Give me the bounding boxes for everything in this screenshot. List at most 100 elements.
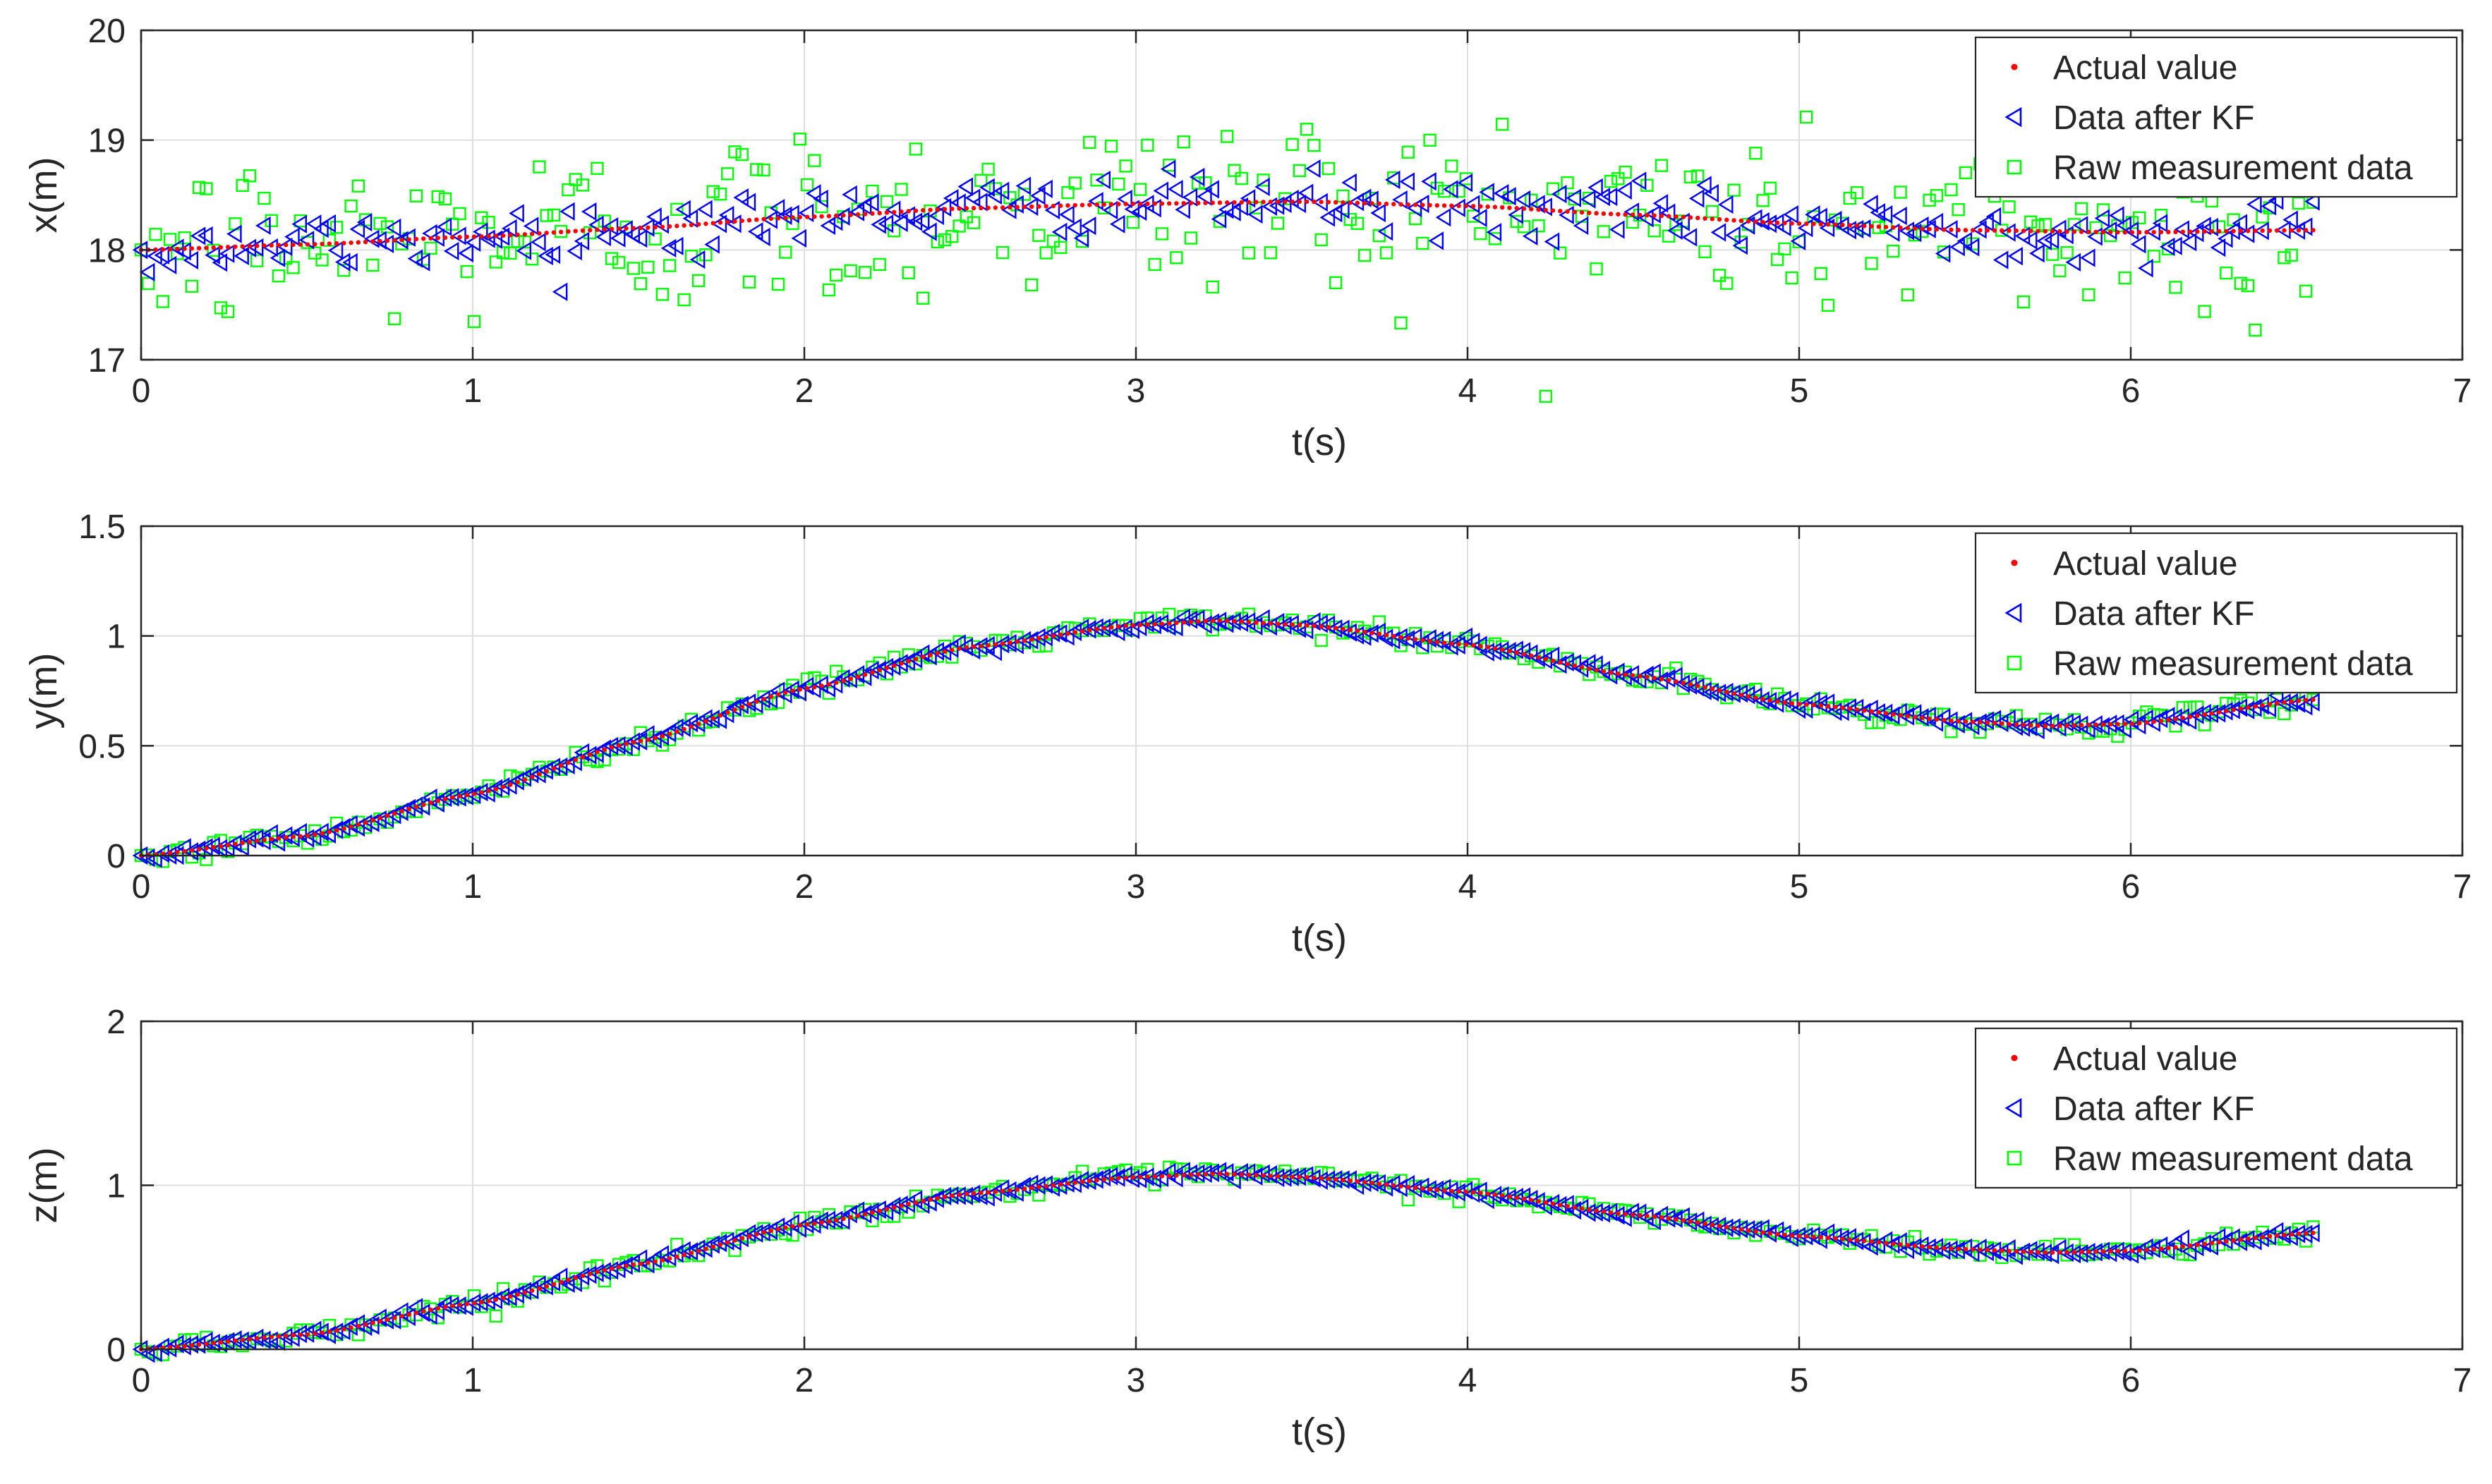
- actual-point: [580, 228, 586, 233]
- kf-point: [414, 253, 430, 272]
- actual-point: [356, 240, 361, 245]
- raw-point: [1221, 130, 1234, 143]
- actual-point: [1949, 718, 1954, 724]
- kf-point: [907, 650, 923, 669]
- actual-point: [1297, 199, 1302, 205]
- kf-point: [313, 219, 329, 238]
- actual-point: [2195, 713, 2200, 718]
- raw-point: [2074, 202, 2088, 216]
- actual-point: [2166, 1246, 2171, 1251]
- actual-point: [2180, 715, 2185, 721]
- raw-point: [670, 202, 684, 216]
- raw-point: [489, 255, 503, 269]
- kf-point: [1305, 159, 1321, 178]
- actual-point: [921, 1198, 926, 1203]
- actual-point: [2129, 230, 2135, 235]
- raw-point: [214, 301, 228, 315]
- actual-point: [2311, 228, 2316, 233]
- actual-point: [233, 244, 238, 249]
- raw-point: [1517, 220, 1531, 233]
- actual-point: [1746, 1228, 1751, 1233]
- actual-point: [1087, 1179, 1092, 1184]
- actual-point: [971, 1191, 976, 1196]
- kf-point: [1153, 181, 1169, 200]
- actual-point: [1774, 699, 1780, 704]
- actual-point: [2296, 1231, 2302, 1236]
- actual-point: [2209, 1241, 2215, 1246]
- kf-point: [219, 244, 235, 263]
- x-axis-label: t(s): [1292, 1411, 1347, 1453]
- actual-point: [1333, 1176, 1338, 1182]
- actual-point: [2274, 700, 2280, 706]
- actual-point: [2311, 697, 2316, 703]
- actual-point: [833, 680, 839, 686]
- actual-point: [1883, 1241, 1889, 1246]
- raw-point: [178, 231, 191, 245]
- actual-point: [2071, 229, 2077, 234]
- raw-point: [272, 269, 286, 283]
- actual-point: [493, 233, 499, 238]
- actual-point: [233, 1338, 238, 1343]
- actual-point: [1434, 203, 1440, 208]
- actual-point: [1724, 689, 1729, 695]
- actual-point: [884, 665, 890, 671]
- actual-point: [1369, 201, 1374, 206]
- actual-point: [450, 1303, 455, 1308]
- actual-point: [1978, 1247, 1983, 1253]
- actual-point: [783, 215, 788, 220]
- actual-point: [2021, 229, 2026, 233]
- actual-point: [1492, 1192, 1498, 1197]
- x-tick-label: 3: [1127, 372, 1146, 410]
- series-actual: [138, 199, 2316, 253]
- actual-point: [899, 209, 904, 214]
- series-actual: [138, 1172, 2316, 1352]
- actual-point: [1413, 202, 1418, 207]
- kf-point: [198, 226, 213, 245]
- actual-point: [1978, 719, 1983, 725]
- kf-point: [378, 1310, 394, 1330]
- actual-point: [877, 210, 882, 216]
- actual-point: [284, 835, 289, 840]
- actual-point: [284, 243, 289, 248]
- actual-point: [1941, 227, 1947, 232]
- kf-point: [436, 217, 452, 236]
- raw-point: [1242, 246, 1256, 260]
- raw-point: [1611, 172, 1625, 186]
- x-tick-label: 3: [1127, 868, 1146, 906]
- actual-point: [1565, 1204, 1570, 1209]
- actual-point: [247, 1337, 253, 1342]
- actual-point: [1803, 1234, 1809, 1239]
- actual-point: [2289, 699, 2294, 704]
- actual-point: [1434, 640, 1440, 645]
- actual-point: [1232, 1172, 1237, 1177]
- actual-point: [1326, 200, 1331, 205]
- actual-point: [675, 1254, 679, 1260]
- actual-point: [761, 696, 766, 702]
- actual-point: [1912, 226, 1918, 231]
- raw-point: [742, 275, 756, 288]
- raw-point: [858, 266, 872, 279]
- actual-point: [1688, 682, 1693, 687]
- actual-point: [1000, 1188, 1005, 1193]
- actual-point: [1521, 1196, 1527, 1201]
- actual-point: [2180, 1244, 2185, 1249]
- x-tick-label: 2: [795, 868, 814, 906]
- raw-point: [2234, 276, 2248, 290]
- actual-point: [761, 217, 766, 221]
- raw-point: [1944, 725, 1958, 738]
- raw-point: [504, 246, 517, 260]
- actual-point: [442, 235, 448, 241]
- actual-point: [1963, 1246, 1968, 1252]
- actual-point: [471, 791, 477, 796]
- actual-point: [1811, 221, 1816, 226]
- actual-point: [588, 228, 593, 233]
- actual-point: [1869, 1239, 1874, 1244]
- actual-point: [529, 1288, 535, 1293]
- kf-point: [943, 188, 959, 208]
- actual-point: [240, 244, 245, 249]
- kf-point: [1710, 223, 1726, 242]
- kf-point: [595, 227, 611, 247]
- actual-point: [392, 238, 397, 243]
- actual-point: [950, 1193, 955, 1198]
- actual-point: [964, 645, 969, 650]
